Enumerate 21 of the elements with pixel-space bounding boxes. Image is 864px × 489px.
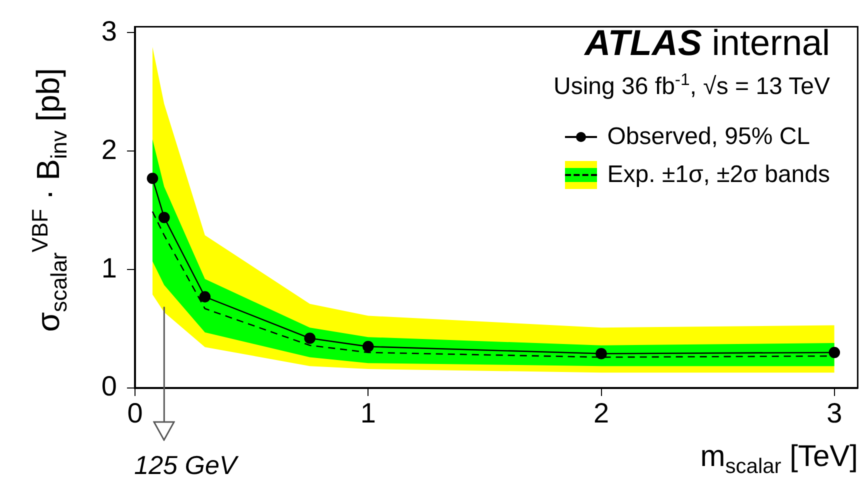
annotation: Using 36 fb$^{-1}$, √s = 13 TeV xyxy=(554,70,830,101)
point xyxy=(199,291,211,302)
legend-label: Observed, 95% CL xyxy=(607,123,810,151)
y-tick-label: 1 xyxy=(101,252,117,284)
point xyxy=(362,340,374,352)
chart-title: ATLAS internal xyxy=(584,22,830,64)
point xyxy=(146,172,158,184)
x-tick-label: 2 xyxy=(593,398,610,429)
legend-label: Exp. ±1σ, ±2σ bands xyxy=(607,161,830,189)
point xyxy=(828,346,840,358)
x-tick-label: 0 xyxy=(127,398,143,429)
y-tick-label: 2 xyxy=(101,134,117,165)
point xyxy=(596,348,607,360)
point xyxy=(304,332,316,344)
y-tick-label: 0 xyxy=(101,370,117,402)
x-tick-label: 1 xyxy=(360,398,376,429)
x-tick-label: 3 xyxy=(826,398,842,429)
point xyxy=(158,212,170,224)
y-tick-label: 3 xyxy=(101,15,117,46)
ref-line-label: 125 GeV xyxy=(134,450,237,481)
x-axis-title: m$_{scalar}$ [TeV] xyxy=(700,440,858,479)
